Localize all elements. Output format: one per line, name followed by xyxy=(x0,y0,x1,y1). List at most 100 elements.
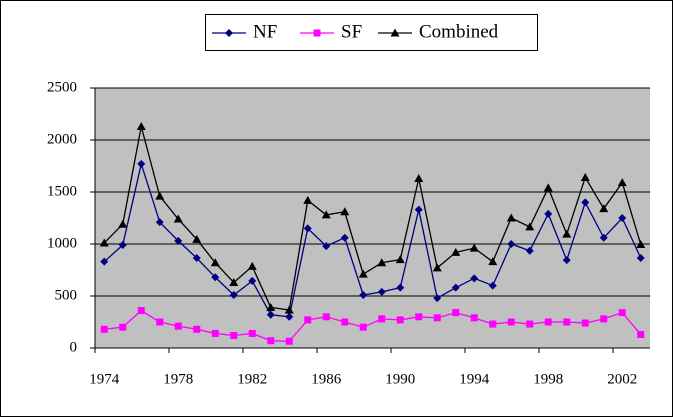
data-point xyxy=(321,210,331,219)
data-point xyxy=(266,310,275,319)
y-tick-label: 500 xyxy=(55,287,78,303)
data-point xyxy=(229,277,239,286)
data-point xyxy=(136,121,146,130)
data-point xyxy=(414,173,424,182)
data-point xyxy=(600,315,608,323)
data-point xyxy=(617,178,627,187)
data-point xyxy=(358,269,368,278)
data-point xyxy=(415,313,423,321)
data-point xyxy=(525,222,535,231)
data-point xyxy=(506,213,516,222)
data-point xyxy=(137,159,146,168)
data-point xyxy=(156,318,164,326)
x-tick-label: 1982 xyxy=(237,371,267,387)
series-line xyxy=(103,161,642,318)
data-point xyxy=(174,322,182,330)
data-point xyxy=(155,191,165,200)
data-point xyxy=(100,257,109,266)
data-point xyxy=(451,283,460,292)
data-point xyxy=(581,319,589,327)
data-point xyxy=(599,233,608,242)
data-point xyxy=(173,214,183,223)
data-point xyxy=(396,283,405,292)
legend-box xyxy=(205,14,538,51)
data-point xyxy=(507,240,516,248)
legend-marker xyxy=(390,28,400,37)
data-point xyxy=(118,219,128,228)
x-tick-label: 1986 xyxy=(311,371,342,387)
data-point xyxy=(636,254,645,263)
data-point xyxy=(100,325,108,333)
data-point xyxy=(340,233,349,242)
legend-text: Combined xyxy=(419,21,499,42)
data-point xyxy=(432,263,442,272)
data-point xyxy=(525,246,534,255)
data-point xyxy=(303,195,313,204)
data-point xyxy=(303,224,312,233)
data-point xyxy=(248,276,257,285)
data-point xyxy=(470,314,478,322)
data-point xyxy=(618,309,626,317)
data-point xyxy=(192,234,202,243)
data-point xyxy=(210,258,220,267)
data-point xyxy=(322,242,331,251)
data-point xyxy=(470,274,479,283)
data-point xyxy=(544,209,553,218)
data-point xyxy=(637,330,645,338)
x-tick-label: 2002 xyxy=(607,371,637,387)
data-point xyxy=(285,312,294,321)
data-point xyxy=(341,318,349,326)
data-point xyxy=(211,329,219,337)
plot-area xyxy=(95,88,650,348)
legend-marker xyxy=(225,29,233,37)
data-point xyxy=(562,229,572,238)
data-point xyxy=(433,294,442,303)
data-point xyxy=(433,314,441,322)
data-point xyxy=(488,281,497,290)
data-point xyxy=(359,323,367,331)
data-point xyxy=(599,204,609,213)
data-point xyxy=(544,318,552,326)
data-point xyxy=(526,320,534,328)
data-point xyxy=(267,337,275,345)
data-point xyxy=(563,318,571,326)
data-point xyxy=(155,218,164,227)
data-point xyxy=(99,238,109,247)
data-point xyxy=(543,183,553,192)
y-tick-label: 1000 xyxy=(47,235,77,251)
data-point xyxy=(285,337,293,345)
x-tick-label: 1974 xyxy=(89,371,120,387)
data-point xyxy=(304,316,312,324)
data-point xyxy=(636,240,646,249)
y-tick-label: 2500 xyxy=(47,79,77,95)
y-tick-label: 0 xyxy=(70,339,78,355)
data-point xyxy=(211,273,220,282)
series-line xyxy=(103,126,642,311)
data-point xyxy=(396,316,404,324)
data-point xyxy=(451,247,461,256)
x-tick-label: 1994 xyxy=(459,371,490,387)
data-point xyxy=(377,258,387,267)
data-point xyxy=(378,315,386,323)
data-point xyxy=(193,325,201,333)
data-point xyxy=(284,305,294,314)
y-tick-label: 2000 xyxy=(47,131,77,147)
x-tick-label: 1998 xyxy=(533,371,563,387)
legend-text: NF xyxy=(253,21,277,42)
data-point xyxy=(118,241,127,250)
data-point xyxy=(580,172,590,181)
data-point xyxy=(395,255,405,264)
data-point xyxy=(359,290,368,299)
data-point xyxy=(137,307,145,315)
data-point xyxy=(192,254,201,263)
data-point xyxy=(469,243,479,252)
data-point xyxy=(229,290,238,299)
data-point xyxy=(340,207,350,216)
data-point xyxy=(562,256,571,265)
data-point xyxy=(581,198,590,207)
data-point xyxy=(174,236,183,245)
y-tick-label: 1500 xyxy=(47,183,77,199)
data-point xyxy=(119,323,127,331)
data-point xyxy=(414,205,423,214)
